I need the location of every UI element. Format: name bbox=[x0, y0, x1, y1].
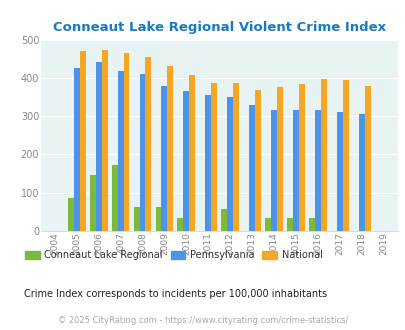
Bar bbox=[123, 52, 129, 231]
Bar bbox=[358, 114, 364, 231]
Bar bbox=[232, 83, 239, 231]
Bar bbox=[364, 85, 370, 231]
Bar bbox=[205, 95, 211, 231]
Bar bbox=[249, 106, 254, 231]
Legend: Conneaut Lake Regional, Pennsylvania, National: Conneaut Lake Regional, Pennsylvania, Na… bbox=[21, 246, 326, 264]
Bar bbox=[139, 75, 145, 231]
Bar bbox=[177, 217, 183, 231]
Bar bbox=[96, 62, 101, 231]
Bar bbox=[221, 209, 227, 231]
Bar bbox=[111, 165, 117, 231]
Bar bbox=[271, 111, 276, 231]
Bar bbox=[167, 66, 173, 231]
Bar bbox=[320, 79, 326, 231]
Bar bbox=[336, 112, 342, 231]
Bar bbox=[145, 57, 151, 231]
Text: Crime Index corresponds to incidents per 100,000 inhabitants: Crime Index corresponds to incidents per… bbox=[24, 289, 327, 299]
Bar bbox=[254, 90, 260, 231]
Bar bbox=[161, 85, 167, 231]
Title: Conneaut Lake Regional Violent Crime Index: Conneaut Lake Regional Violent Crime Ind… bbox=[53, 21, 385, 34]
Bar bbox=[292, 111, 298, 231]
Bar bbox=[276, 87, 282, 231]
Text: © 2025 CityRating.com - https://www.cityrating.com/crime-statistics/: © 2025 CityRating.com - https://www.city… bbox=[58, 316, 347, 325]
Bar bbox=[314, 111, 320, 231]
Bar bbox=[101, 50, 107, 231]
Bar bbox=[117, 71, 123, 231]
Bar bbox=[183, 90, 189, 231]
Bar bbox=[308, 217, 314, 231]
Bar bbox=[189, 75, 195, 231]
Bar bbox=[68, 198, 74, 231]
Bar bbox=[74, 68, 79, 231]
Bar bbox=[227, 97, 232, 231]
Bar bbox=[155, 207, 161, 231]
Bar bbox=[286, 217, 292, 231]
Bar bbox=[298, 84, 304, 231]
Bar bbox=[264, 217, 271, 231]
Bar bbox=[133, 207, 139, 231]
Bar bbox=[342, 80, 348, 231]
Bar bbox=[90, 175, 96, 231]
Bar bbox=[211, 83, 217, 231]
Bar bbox=[79, 51, 85, 231]
